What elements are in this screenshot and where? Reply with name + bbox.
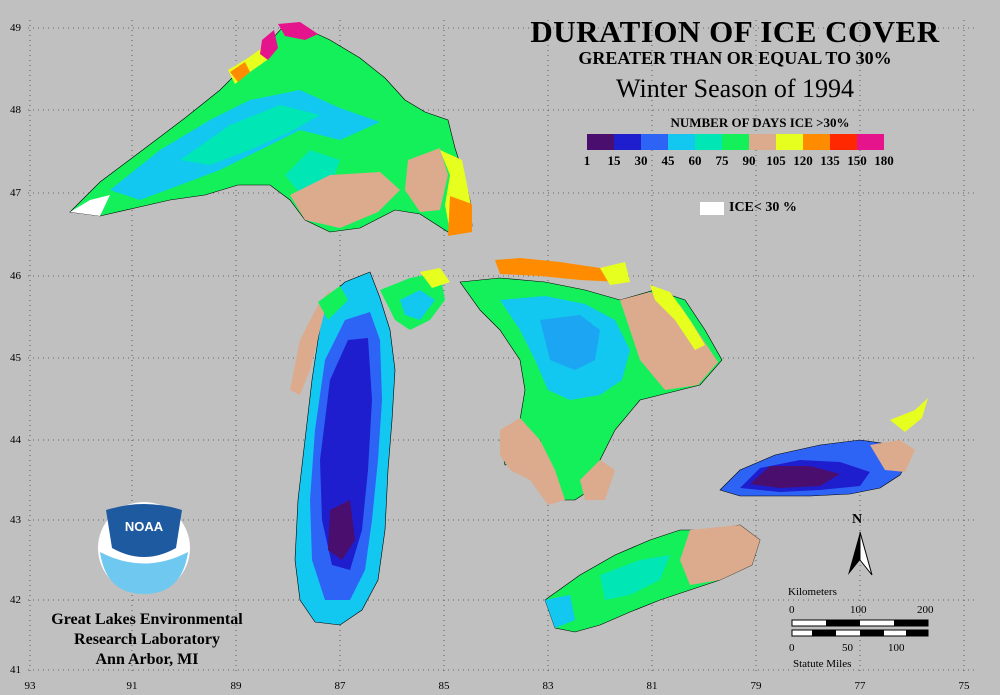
legend-tick: 135	[820, 153, 840, 168]
lon-label: 75	[958, 680, 970, 692]
lon-label: 85	[438, 680, 450, 692]
lon-label: 77	[854, 680, 866, 692]
scale-km-tick: 100	[850, 604, 867, 616]
map-subtitle: GREATER THAN OR EQUAL TO 30%	[578, 48, 892, 68]
ice-below-label: ICE< 30 %	[729, 200, 797, 215]
legend-tick: 180	[874, 153, 894, 168]
lat-label: 42	[10, 594, 21, 606]
lon-label: 93	[24, 680, 36, 692]
lon-label: 83	[542, 680, 554, 692]
scale-mi-tick: 50	[842, 642, 853, 654]
noaa-logo-text: NOAA	[125, 519, 164, 534]
north-arrow-icon	[848, 531, 873, 576]
legend-swatch	[830, 134, 857, 150]
lake-ontario	[719, 398, 928, 497]
map-title: DURATION OF ICE COVER	[530, 14, 940, 49]
scale-mi-title: Statute Miles	[793, 658, 852, 670]
agency-credit: Great Lakes Environmental Research Labor…	[28, 610, 266, 670]
legend-tick: 45	[661, 153, 675, 168]
lon-label: 81	[646, 680, 658, 692]
legend-tick: 90	[742, 153, 756, 168]
legend-swatch	[749, 134, 776, 150]
lake-erie	[544, 524, 761, 633]
lat-label: 43	[10, 514, 21, 526]
lon-label: 89	[230, 680, 242, 692]
legend-tick: 15	[607, 153, 621, 168]
legend-swatch	[695, 134, 722, 150]
lat-label: 48	[10, 104, 21, 116]
scale-km-tick: 200	[917, 604, 934, 616]
lat-label: 45	[10, 352, 21, 364]
agency-line-1: Great Lakes Environmental	[51, 611, 243, 628]
legend-tick: 150	[847, 153, 867, 168]
lake-superior	[69, 22, 473, 236]
legend-swatch	[857, 134, 884, 150]
north-label: N	[852, 512, 863, 527]
lat-label: 44	[10, 434, 21, 446]
agency-line-2: Research Laboratory	[74, 631, 220, 648]
lon-label: 87	[334, 680, 346, 692]
legend-swatch	[722, 134, 749, 150]
agency-line-3: Ann Arbor, MI	[95, 651, 199, 668]
legend-title: NUMBER OF DAYS ICE >30%	[670, 115, 850, 130]
lon-label: 79	[750, 680, 762, 692]
lon-label: 91	[126, 680, 138, 692]
legend-swatch	[587, 134, 614, 150]
legend-color-bar	[587, 134, 884, 150]
legend-tick: 105	[766, 153, 786, 168]
legend-swatch	[614, 134, 641, 150]
legend-tick: 75	[715, 153, 729, 168]
legend-tick: 1	[583, 153, 591, 168]
legend-tick: 60	[688, 153, 702, 168]
scale-km-tick: 0	[789, 604, 795, 616]
season-title: Winter Season of 1994	[616, 74, 854, 103]
legend-swatch	[641, 134, 668, 150]
lake-michigan	[290, 268, 450, 626]
legend-swatch	[668, 134, 695, 150]
lat-label: 41	[10, 664, 21, 676]
legend-swatch	[803, 134, 830, 150]
scale-bar	[791, 619, 929, 637]
lat-label: 49	[10, 22, 21, 34]
legend-tick: 120	[793, 153, 813, 168]
lat-label: 46	[10, 270, 21, 282]
scale-mi-tick: 100	[888, 642, 905, 654]
lat-label: 47	[10, 187, 21, 199]
legend-tick-labels: 1 15 30 45 60 75 90 105 120 135 150 180	[575, 153, 935, 169]
legend-tick: 30	[634, 153, 648, 168]
legend-swatch	[776, 134, 803, 150]
ice-below-swatch	[700, 202, 724, 215]
lake-huron	[459, 258, 723, 505]
scale-mi-tick: 0	[789, 642, 795, 654]
scale-km-title: Kilometers	[788, 586, 837, 598]
noaa-logo-icon: NOAA	[98, 502, 190, 594]
